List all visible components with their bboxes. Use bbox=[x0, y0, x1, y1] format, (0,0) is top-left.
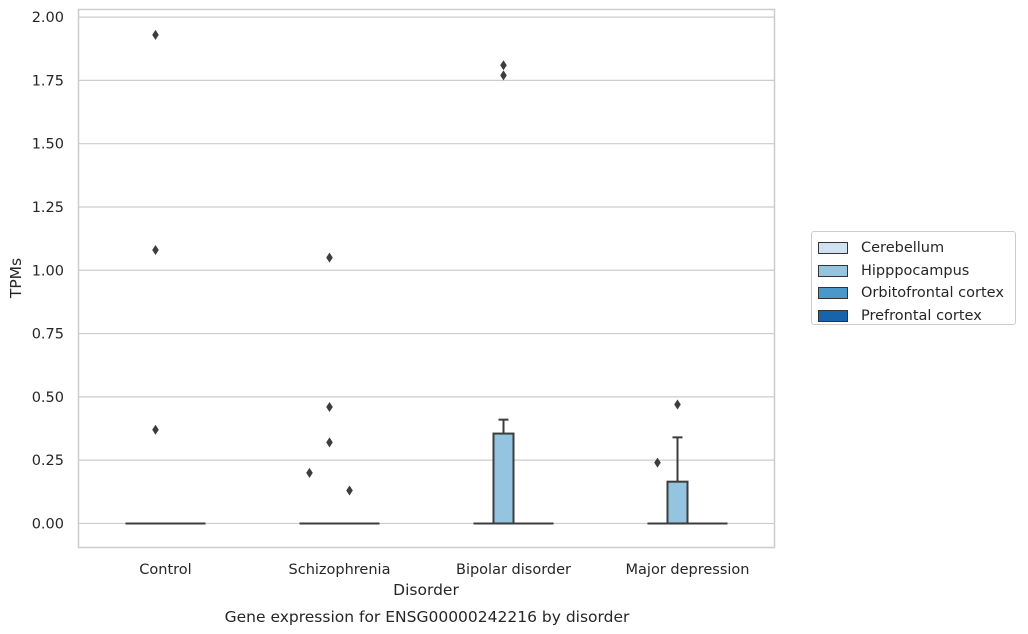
legend-label: Hipppocampus bbox=[861, 262, 970, 279]
legend-swatch bbox=[818, 264, 848, 277]
box-hipppocampus bbox=[145, 29, 166, 525]
outlier-point bbox=[326, 437, 333, 448]
legend-swatch bbox=[818, 287, 848, 300]
legend-label: Cerebellum bbox=[861, 240, 945, 257]
outlier-point bbox=[152, 424, 159, 435]
outlier-point bbox=[326, 401, 333, 412]
outlier-point bbox=[326, 252, 333, 263]
y-axis-label: TPMs bbox=[7, 258, 25, 299]
box-body bbox=[492, 432, 515, 525]
y-tick-label: 1.00 bbox=[32, 263, 64, 279]
y-tick-label: 0.75 bbox=[32, 327, 64, 343]
y-tick-label: 1.50 bbox=[32, 137, 64, 153]
outlier-point bbox=[306, 467, 313, 478]
legend-swatch bbox=[818, 309, 848, 322]
box-orbitofrontal-cortex bbox=[339, 485, 360, 525]
legend-label: Prefrontal cortex bbox=[861, 307, 982, 324]
outlier-point bbox=[152, 245, 159, 256]
x-tick-label: Major depression bbox=[626, 562, 750, 578]
x-tick-label: Bipolar disorder bbox=[456, 562, 571, 578]
y-tick-label: 0.25 bbox=[32, 453, 64, 469]
outlier-point bbox=[674, 399, 681, 410]
box-series bbox=[125, 29, 728, 525]
legend-item: Cerebellum bbox=[818, 237, 1009, 260]
legend-item: Hipppocampus bbox=[818, 260, 1009, 283]
box-body bbox=[666, 480, 689, 525]
y-tick-label: 2.00 bbox=[32, 10, 64, 26]
box-hipppocampus bbox=[492, 60, 515, 525]
box-hipppocampus bbox=[319, 252, 340, 525]
outlier-point bbox=[500, 60, 507, 71]
y-tick-label: 0.50 bbox=[32, 390, 64, 406]
legend-label: Orbitofrontal cortex bbox=[861, 285, 1004, 302]
y-axis-ticks: 0.00 0.25 0.50 0.75 1.00 1.25 1.50 1.75 2.00 bbox=[32, 10, 64, 532]
y-tick-label: 0.00 bbox=[32, 516, 64, 532]
outlier-point bbox=[152, 29, 159, 40]
y-tick-label: 1.25 bbox=[32, 200, 64, 216]
x-axis-ticks: Control Schizophrenia Bipolar disorder Majo… bbox=[139, 562, 749, 578]
legend-item: Prefrontal cortex bbox=[818, 305, 1009, 328]
chart-caption: Gene expression for ENSG00000242216 by d… bbox=[225, 608, 630, 626]
outlier-point bbox=[500, 70, 507, 81]
y-tick-label: 1.75 bbox=[32, 73, 64, 89]
plot-area-frame bbox=[77, 8, 776, 549]
gridlines bbox=[78, 16, 775, 525]
legend: Cerebellum Hipppocampus Orbitofrontal cort… bbox=[811, 231, 1016, 325]
outlier-point bbox=[346, 485, 353, 496]
outlier-point bbox=[654, 457, 661, 468]
x-tick-label: Control bbox=[139, 562, 191, 578]
legend-item: Orbitofrontal cortex bbox=[818, 282, 1009, 305]
box-hipppocampus bbox=[666, 399, 689, 525]
x-tick-label: Schizophrenia bbox=[289, 562, 391, 578]
legend-swatch bbox=[818, 242, 848, 255]
x-axis-label: Disorder bbox=[393, 581, 459, 599]
